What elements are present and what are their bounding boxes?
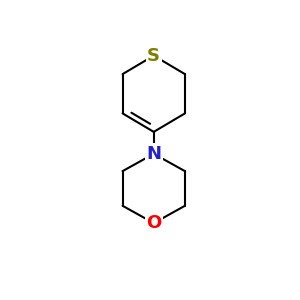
Text: N: N	[146, 145, 161, 163]
Text: S: S	[147, 46, 160, 64]
Text: O: O	[146, 214, 161, 232]
